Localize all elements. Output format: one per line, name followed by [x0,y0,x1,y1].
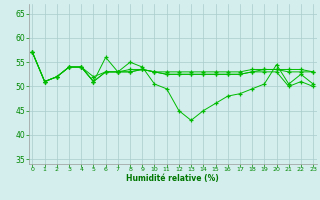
X-axis label: Humidité relative (%): Humidité relative (%) [126,174,219,183]
